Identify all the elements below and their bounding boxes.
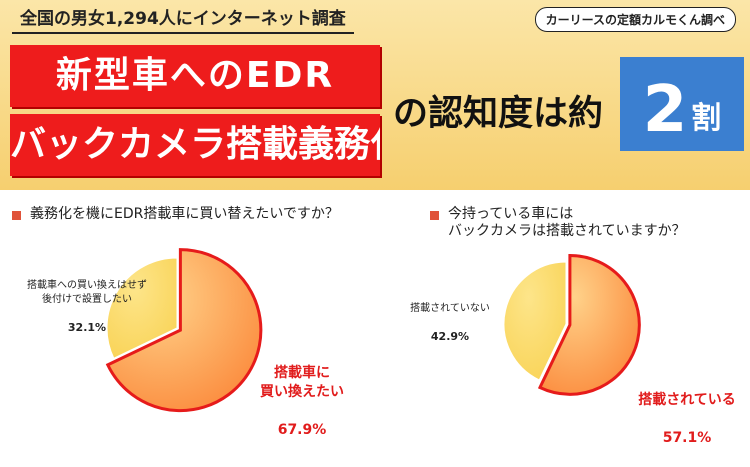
source-credit-badge: カーリースの定額カルモくん調べ (534, 7, 736, 32)
ratio-box: 2 割 (620, 57, 744, 151)
pie2-slice-minor (503, 261, 567, 381)
title-line-2: バックカメラ搭載義務化 (10, 114, 380, 176)
pie1-minor-value: 32.1% (67, 321, 107, 334)
pie2-minor-label-text: 搭載されていない (410, 303, 490, 314)
question-2-text: 今持っている車には バックカメラは搭載されていますか？ (448, 206, 686, 239)
question-1-text: 義務化を機にEDR搭載車に買い替えたいですか？ (30, 206, 339, 222)
ratio-unit: 割 (691, 101, 722, 136)
pie1-major-label: 搭載車に 買い換えたい 67.9% (252, 345, 352, 459)
ratio-number: 2 (642, 73, 688, 147)
question-1: 義務化を機にEDR搭載車に買い替えたいですか？ (12, 206, 372, 223)
question-2: 今持っている車には バックカメラは搭載されていますか？ (430, 206, 740, 240)
pie2-minor-label: 搭載されていない 42.9% (400, 288, 500, 358)
pie2-minor-value: 42.9% (430, 330, 470, 343)
pie2-major-value: 57.1% (662, 430, 712, 446)
pie1-minor-label: 搭載車への買い換えはせず 後付けで設置したい 32.1% (2, 265, 172, 349)
bullet-square-icon (12, 211, 21, 220)
pie1-major-label-text: 搭載車に 買い換えたい (260, 365, 344, 400)
pie1-minor-label-text: 搭載車への買い換えはせず 後付けで設置したい (27, 280, 147, 305)
pie2-major-label: 搭載されている 57.1% (624, 372, 750, 467)
survey-scope-caption: 全国の男女1,294人にインターネット調査 (12, 6, 354, 34)
pie1-major-value: 67.9% (277, 422, 327, 438)
bullet-square-icon (430, 211, 439, 220)
title-line-1: 新型車へのEDR (10, 45, 380, 107)
headline-text: の認知度は約 (393, 94, 604, 134)
pie2-major-label-text: 搭載されている (638, 392, 736, 408)
